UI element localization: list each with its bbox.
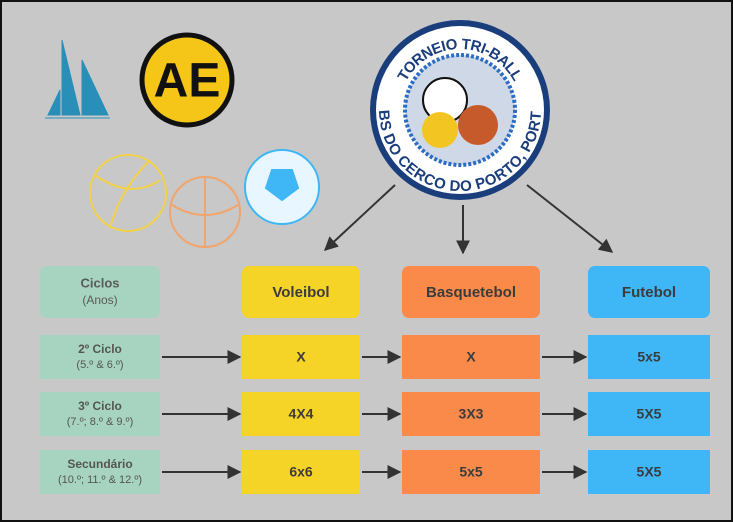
header-box xyxy=(40,266,160,318)
cell-box xyxy=(402,450,540,494)
column-header: Voleibol xyxy=(272,284,329,301)
cell-value: 5X5 xyxy=(637,406,662,422)
cell-box xyxy=(588,450,710,494)
cell-box xyxy=(588,392,710,436)
row-label-box xyxy=(40,335,160,379)
row-label-box xyxy=(40,392,160,436)
row-anos: (7.º; 8.º & 9.º) xyxy=(67,416,133,428)
cell-value: 4X4 xyxy=(289,406,314,422)
cell-box xyxy=(242,450,360,494)
cell-value: 3X3 xyxy=(459,406,484,422)
column-header: Basquetebol xyxy=(426,284,516,301)
cell-box xyxy=(242,335,360,379)
column-header-box xyxy=(242,266,360,318)
header-anos: (Anos) xyxy=(82,293,117,307)
logo-initials: AE xyxy=(154,55,221,108)
cell-value: 5x5 xyxy=(459,464,483,480)
row-ciclo: 3º Ciclo xyxy=(78,399,122,413)
row-ciclo: Secundário xyxy=(67,457,132,471)
cell-box xyxy=(402,392,540,436)
column-header-box xyxy=(588,266,710,318)
balls xyxy=(89,149,320,248)
cell-box xyxy=(588,335,710,379)
row-anos: (5.º & 6.º) xyxy=(76,359,123,371)
cell-box xyxy=(402,335,540,379)
column-header: Futebol xyxy=(622,284,676,301)
logo-arrows xyxy=(323,184,614,255)
column-header-box xyxy=(402,266,540,318)
row-ciclo: 2º Ciclo xyxy=(78,342,122,356)
row-label-box xyxy=(40,450,160,494)
cell-value: X xyxy=(466,349,476,365)
logo-bars xyxy=(45,39,110,119)
cell-value: 5X5 xyxy=(637,464,662,480)
logo-ae: AE xyxy=(139,32,235,128)
row-anos: (10.º; 11.º & 12.º) xyxy=(58,474,142,486)
cell-value: 5x5 xyxy=(637,349,661,365)
header-ciclos: Ciclos xyxy=(80,275,119,290)
table: Ciclos (Anos) Voleibol Basquetebol Futebol 2º… xyxy=(40,266,710,494)
cell-box xyxy=(242,392,360,436)
cell-value: X xyxy=(296,349,306,365)
cell-value: 6x6 xyxy=(289,464,313,480)
